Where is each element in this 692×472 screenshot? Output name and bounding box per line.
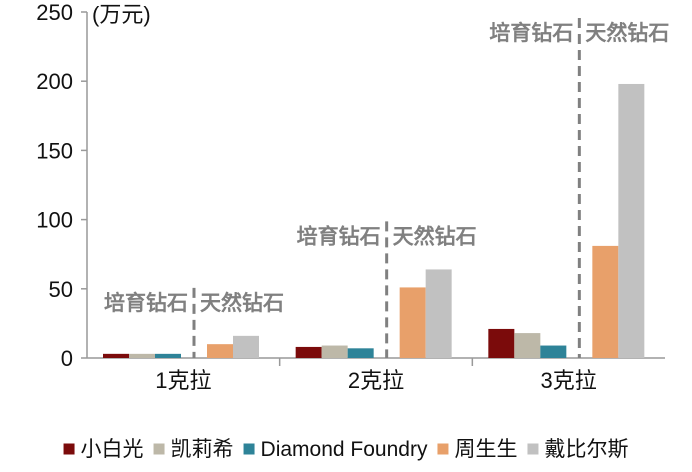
natural-label: 天然钻石 <box>200 291 284 315</box>
legend-swatch <box>63 443 75 455</box>
y-tick-label: 0 <box>61 346 73 371</box>
bar-5-1 <box>233 335 259 358</box>
y-tick-label: 150 <box>36 138 73 163</box>
bar-3-3 <box>540 345 567 358</box>
bar-4-2 <box>399 287 426 358</box>
legend-label: 凯莉希 <box>171 438 234 461</box>
legend-label: 周生生 <box>454 438 517 461</box>
x-tick-label: 1克拉 <box>155 368 211 393</box>
x-tick-label: 2克拉 <box>348 368 404 393</box>
y-tick-label: 200 <box>36 69 73 94</box>
bar-3-1 <box>155 353 181 358</box>
legend-swatch <box>527 443 539 455</box>
bar-2-1 <box>129 353 155 358</box>
x-tick-label: 3克拉 <box>541 368 597 393</box>
natural-label: 天然钻石 <box>393 224 477 248</box>
bar-1-3 <box>488 328 515 358</box>
legend-swatch <box>153 443 165 455</box>
bar-2-3 <box>514 333 541 358</box>
lab-grown-label: 培育钻石 <box>297 224 381 248</box>
bar-3-2 <box>347 348 374 358</box>
bar-1-2 <box>295 346 322 358</box>
bar-4-3 <box>592 245 619 358</box>
bar-5-3 <box>618 83 645 358</box>
legend-swatch <box>243 443 255 455</box>
bar-5-2 <box>425 269 452 358</box>
y-tick-label: 250 <box>36 0 73 25</box>
natural-label: 天然钻石 <box>585 21 669 45</box>
y-axis-unit-label: (万元) <box>92 2 151 27</box>
legend-label: 小白光 <box>81 438 144 461</box>
legend-swatch <box>437 443 449 455</box>
legend-label: 戴比尔斯 <box>544 438 628 461</box>
y-tick-label: 50 <box>49 277 73 302</box>
lab-grown-label: 培育钻石 <box>104 291 188 315</box>
bar-4-1 <box>207 344 233 358</box>
legend-label: Diamond Foundry <box>261 438 428 461</box>
lab-grown-label: 培育钻石 <box>489 21 573 45</box>
y-tick-label: 100 <box>36 208 73 233</box>
bar-2-2 <box>321 345 348 358</box>
bar-1-1 <box>103 353 129 358</box>
